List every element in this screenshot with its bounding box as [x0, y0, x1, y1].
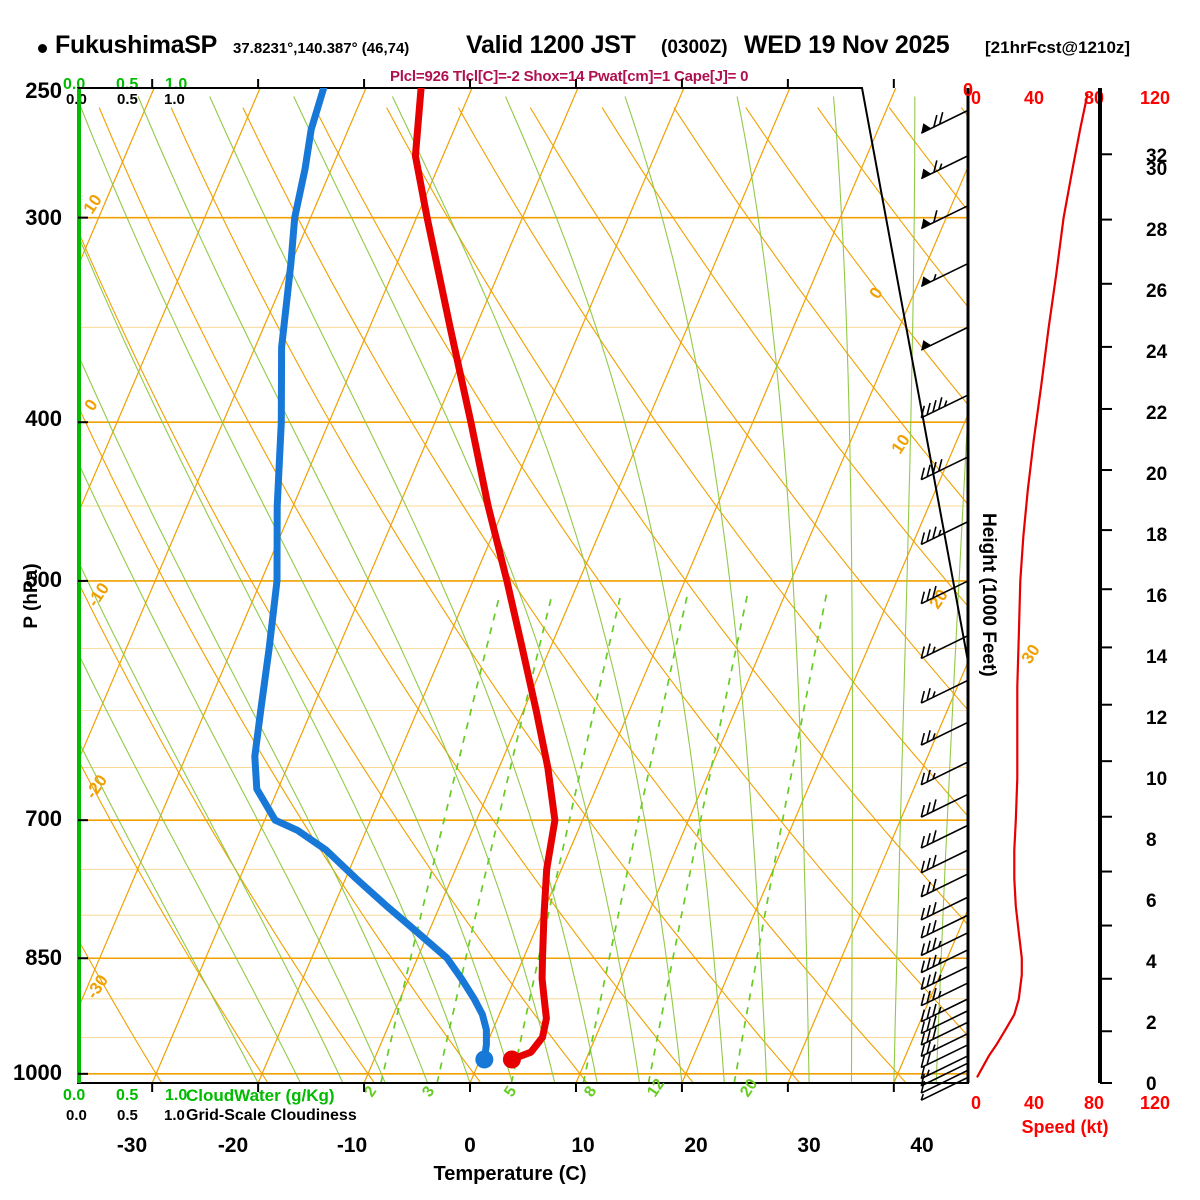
cloudiness-top-tick-2: 1.0	[164, 91, 185, 108]
station-marker-icon	[38, 44, 47, 53]
svg-text:30: 30	[1018, 641, 1044, 667]
height-tick-2: 2	[1146, 1013, 1157, 1034]
station-name: FukushimaSP	[55, 31, 218, 59]
height-tick-18: 18	[1146, 525, 1168, 546]
temperature-tick--10: -10	[336, 1134, 368, 1157]
speed-bottom-tick-120: 120	[1139, 1093, 1171, 1113]
pressure-tick-1000: 1000	[13, 1060, 62, 1085]
height-tick-4: 4	[1146, 952, 1157, 973]
svg-text:0: 0	[81, 396, 102, 414]
svg-text:0: 0	[866, 284, 887, 302]
valid-time-zulu: (0300Z)	[661, 37, 728, 58]
speed-top-tick-0: 0	[970, 88, 981, 108]
pressure-tick-300: 300	[25, 205, 62, 230]
pressure-tick-250: 250	[25, 78, 62, 103]
cloudwater-bottom-tick-2: 1.0	[165, 1087, 188, 1104]
height-tick-24: 24	[1146, 342, 1168, 363]
temperature-tick-20: 20	[684, 1134, 708, 1157]
valid-time: Valid 1200 JST	[466, 31, 636, 59]
height-tick-26: 26	[1146, 281, 1168, 302]
valid-date: WED 19 Nov 2025	[744, 31, 950, 59]
temperature-axis-title: Temperature (C)	[433, 1163, 587, 1185]
cloudwater-axis-title: CloudWater (g/Kg)	[186, 1086, 335, 1105]
speed-bottom-tick-40: 40	[1023, 1093, 1045, 1113]
svg-text:20: 20	[737, 1076, 761, 1100]
pressure-tick-400: 400	[25, 406, 62, 431]
temperature-tick-40: 40	[910, 1134, 934, 1157]
height-tick-12: 12	[1146, 708, 1168, 729]
sounding-parameters: Plcl=926 Tlcl[C]=-2 Shox=14 Pwat[cm]=1 C…	[390, 68, 749, 85]
svg-text:-10: -10	[84, 579, 113, 610]
cloudiness-bottom-tick-1: 0.5	[117, 1107, 138, 1124]
height-tick-20: 20	[1146, 464, 1168, 485]
cloudwater-bottom-tick-0: 0.0	[63, 1087, 86, 1104]
speed-bottom-tick-80: 80	[1083, 1093, 1105, 1113]
speed-bottom-tick-0: 0	[970, 1093, 981, 1113]
speed-top-tick-120: 120	[1139, 88, 1171, 108]
height-tick-6: 6	[1146, 891, 1157, 912]
svg-text:12: 12	[644, 1076, 668, 1100]
station-coordinates: 37.8231°,140.387° (46,74)	[233, 40, 410, 57]
svg-text:5: 5	[501, 1083, 520, 1100]
height-tick-28: 28	[1146, 220, 1168, 241]
cloudiness-top-tick-0: 0.0	[66, 91, 87, 108]
speed-axis-title: Speed (kt)	[1021, 1117, 1109, 1137]
height-tick-30: 30	[1146, 159, 1168, 180]
cloudiness-bottom-tick-0: 0.0	[66, 1107, 87, 1124]
cloudiness-bottom-tick-2: 1.0	[164, 1107, 185, 1124]
temperature-tick-30: 30	[797, 1134, 821, 1157]
height-tick-8: 8	[1146, 830, 1157, 851]
height-tick-16: 16	[1146, 586, 1168, 607]
pressure-tick-700: 700	[25, 806, 62, 831]
svg-text:8: 8	[581, 1083, 600, 1100]
cloudiness-top-tick-1: 0.5	[117, 91, 138, 108]
svg-text:-30: -30	[83, 971, 112, 1002]
svg-text:3: 3	[419, 1083, 438, 1100]
pressure-tick-850: 850	[25, 945, 62, 970]
pressure-tick-500: 500	[25, 567, 62, 592]
temperature-tick-0: 0	[464, 1134, 476, 1157]
height-tick-32: 32	[1146, 146, 1168, 167]
speed-top-tick-40: 40	[1023, 88, 1045, 108]
cloudwater-bottom-tick-1: 0.5	[116, 1087, 139, 1104]
forecast-tag: [21hrFcst@1210z]	[985, 38, 1131, 57]
temperature-tick--20: -20	[217, 1134, 249, 1157]
cloudiness-axis-title: Grid-Scale Cloudiness	[186, 1107, 357, 1124]
height-tick-22: 22	[1146, 403, 1168, 424]
height-tick-10: 10	[1146, 769, 1168, 790]
svg-text:10: 10	[80, 191, 106, 217]
temperature-tick--30: -30	[116, 1134, 148, 1157]
height-tick-14: 14	[1146, 647, 1168, 668]
height-tick-0: 0	[1146, 1074, 1157, 1095]
svg-text:0: 0	[963, 80, 973, 100]
temperature-tick-10: 10	[571, 1134, 595, 1157]
